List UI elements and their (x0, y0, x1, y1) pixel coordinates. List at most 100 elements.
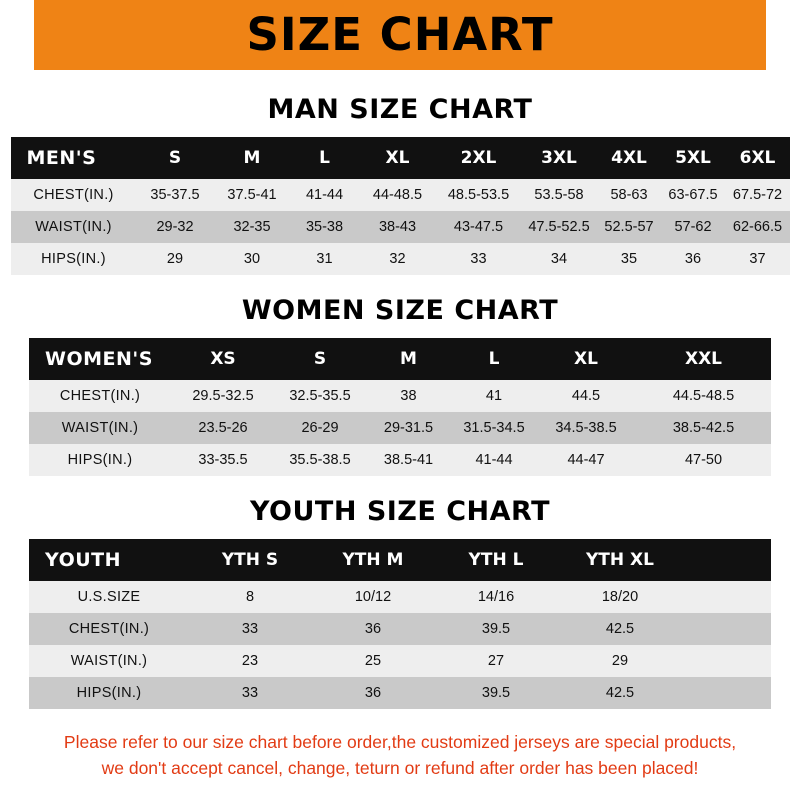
women-row-1-label: WAIST(IN.) (61, 420, 139, 436)
women-row-0-cell-4: 44.5 (571, 388, 601, 404)
page-title: SIZE CHART (246, 8, 554, 61)
youth-row-0-cell-2: 14/16 (477, 589, 515, 605)
youth-row-3-label: HIPS(IN.) (76, 685, 142, 701)
women-row-2-cell-3: 41-44 (475, 452, 513, 468)
youth-row-0-cell-0: 8 (245, 589, 255, 605)
men-row-0-cell-7: 63-67.5 (668, 187, 718, 203)
table-row: CHEST(IN.) 35-37.5 37.5-41 41-44 44-48.5… (10, 179, 790, 211)
women-row-1-cell-2: 29-31.5 (383, 420, 434, 436)
men-row-2-cell-3: 32 (389, 251, 406, 267)
youth-table-header-row: YOUTH YTH S YTH M YTH L YTH XL (29, 539, 771, 581)
women-row-2-cell-0: 33-35.5 (198, 452, 248, 468)
men-row-0-cell-3: 44-48.5 (372, 187, 423, 203)
youth-row-1-label: CHEST(IN.) (68, 621, 150, 637)
youth-row-3-cell-1: 36 (364, 685, 382, 701)
table-row: WAIST(IN.) 23.5-26 26-29 29-31.5 31.5-34… (29, 412, 771, 444)
men-row-1-cell-7: 57-62 (674, 219, 712, 235)
men-row-0-cell-5: 53.5-58 (534, 187, 584, 203)
men-row-2-cell-2: 31 (316, 251, 333, 267)
men-header-cell-8: 5XL (675, 148, 711, 168)
footer-note-line-1: Please refer to our size chart before or… (63, 732, 737, 752)
men-header-cell-2: M (243, 148, 261, 168)
youth-row-0-cell-1: 10/12 (354, 589, 392, 605)
men-row-1-cell-3: 38-43 (378, 219, 417, 235)
youth-header-cell-3: YTH L (468, 550, 524, 570)
table-row: CHEST(IN.) 33 36 39.5 42.5 (29, 613, 771, 645)
youth-header-cell-2: YTH M (342, 550, 404, 570)
youth-size-table: YOUTH YTH S YTH M YTH L YTH XL U.S.SIZE … (29, 539, 771, 709)
men-row-1-label: WAIST(IN.) (35, 219, 112, 235)
men-section-title: MAN SIZE CHART (267, 94, 533, 125)
women-row-1-cell-5: 38.5-42.5 (672, 420, 735, 436)
men-row-0-cell-2: 41-44 (305, 187, 344, 203)
women-header-cell-0: WOMEN'S (45, 348, 153, 370)
youth-row-2-cell-0: 23 (241, 653, 259, 669)
women-row-2-label: HIPS(IN.) (67, 452, 133, 468)
men-row-2-cell-7: 36 (684, 251, 702, 267)
table-row: WAIST(IN.) 23 25 27 29 (29, 645, 771, 677)
table-row: HIPS(IN.) 33 36 39.5 42.5 (29, 677, 771, 709)
women-row-1-cell-3: 31.5-34.5 (463, 420, 525, 436)
men-row-2-cell-1: 30 (243, 251, 261, 267)
youth-header-cell-0: YOUTH (45, 549, 122, 571)
youth-row-2-label: WAIST(IN.) (70, 653, 148, 669)
youth-row-2-spacer (683, 645, 771, 677)
table-row: CHEST(IN.) 29.5-32.5 32.5-35.5 38 41 44.… (29, 380, 771, 412)
men-row-2-cell-0: 29 (166, 251, 184, 267)
men-row-0-cell-8: 67.5-72 (732, 187, 783, 203)
women-table-header-row: WOMEN'S XS S M L XL XXL (29, 338, 771, 380)
footer-note: Please refer to our size chart before or… (0, 729, 800, 781)
youth-row-0-label: U.S.SIZE (77, 589, 141, 605)
women-row-1-cell-4: 34.5-38.5 (555, 420, 617, 436)
men-row-1-cell-1: 32-35 (233, 219, 271, 235)
men-row-1-cell-4: 43-47.5 (453, 219, 504, 235)
men-row-0-cell-6: 58-63 (610, 187, 648, 203)
women-header-cell-2: S (313, 349, 327, 369)
women-header-cell-5: XL (574, 349, 598, 369)
men-row-1-cell-0: 29-32 (156, 219, 194, 235)
men-row-2-cell-5: 34 (550, 251, 568, 267)
men-header-cell-6: 3XL (541, 148, 577, 168)
men-row-2-cell-4: 33 (470, 251, 487, 267)
header-banner: SIZE CHART (0, 0, 800, 70)
men-table-header-row: MEN'S S M L XL 2XL 3XL 4XL 5XL 6XL (10, 137, 790, 179)
youth-row-2-cell-3: 29 (611, 653, 629, 669)
men-row-0-cell-0: 35-37.5 (150, 187, 200, 203)
youth-row-0-cell-3: 18/20 (601, 589, 639, 605)
women-row-0-cell-5: 44.5-48.5 (672, 388, 735, 404)
youth-row-3-cell-3: 42.5 (605, 685, 635, 701)
women-row-0-cell-2: 38 (400, 388, 417, 404)
men-row-2-cell-6: 35 (620, 251, 638, 267)
table-row: HIPS(IN.) 29 30 31 32 33 34 35 36 37 (10, 243, 790, 275)
table-row: WAIST(IN.) 29-32 32-35 35-38 38-43 43-47… (10, 211, 790, 243)
men-row-0-cell-1: 37.5-41 (227, 187, 277, 203)
men-header-cell-1: S (168, 148, 182, 168)
women-row-2-cell-1: 35.5-38.5 (289, 452, 351, 468)
men-size-table: MEN'S S M L XL 2XL 3XL 4XL 5XL 6XL CHEST… (10, 137, 790, 275)
men-header-cell-4: XL (385, 148, 410, 168)
men-row-1-cell-2: 35-38 (305, 219, 344, 235)
women-row-2-cell-5: 47-50 (684, 452, 723, 468)
youth-header-cell-1: YTH S (221, 550, 279, 570)
women-row-0-cell-1: 32.5-35.5 (289, 388, 351, 404)
youth-row-1-spacer (683, 613, 771, 645)
men-row-2-label: HIPS(IN.) (41, 251, 106, 267)
men-row-0-cell-4: 48.5-53.5 (447, 187, 510, 203)
women-header-cell-1: XS (210, 349, 236, 369)
youth-row-0-spacer (683, 581, 771, 613)
men-row-1-cell-6: 52.5-57 (604, 219, 654, 235)
youth-header-spacer (683, 539, 771, 581)
men-row-2-cell-8: 37 (749, 251, 766, 267)
youth-row-3-spacer (683, 677, 771, 709)
men-header-cell-3: L (319, 148, 330, 168)
women-header-cell-3: M (400, 349, 417, 369)
banner-right-notch (766, 0, 800, 70)
women-row-2-cell-4: 44-47 (567, 452, 605, 468)
youth-row-2-cell-2: 27 (487, 653, 505, 669)
youth-row-2-cell-1: 25 (364, 653, 382, 669)
footer-note-line-2: we don't accept cancel, change, teturn o… (101, 758, 699, 778)
youth-row-1-cell-2: 39.5 (481, 621, 511, 637)
men-row-1-cell-5: 47.5-52.5 (528, 219, 590, 235)
women-row-1-cell-1: 26-29 (301, 420, 339, 436)
